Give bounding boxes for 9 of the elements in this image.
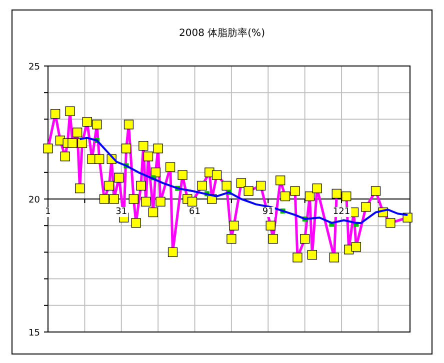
y-tick-label: 25 — [28, 62, 40, 72]
x-tick-label: 91 — [262, 207, 274, 217]
x-tick-label: 1 — [45, 207, 51, 217]
y-tick-label: 15 — [28, 328, 40, 338]
x-tick-label: 31 — [116, 207, 128, 217]
y-tick-label: 20 — [28, 196, 40, 206]
x-tick-label: 61 — [189, 207, 200, 217]
chart-title: 2008 体脂肪率(%) — [179, 27, 266, 39]
x-tick-label: 121 — [332, 207, 350, 217]
